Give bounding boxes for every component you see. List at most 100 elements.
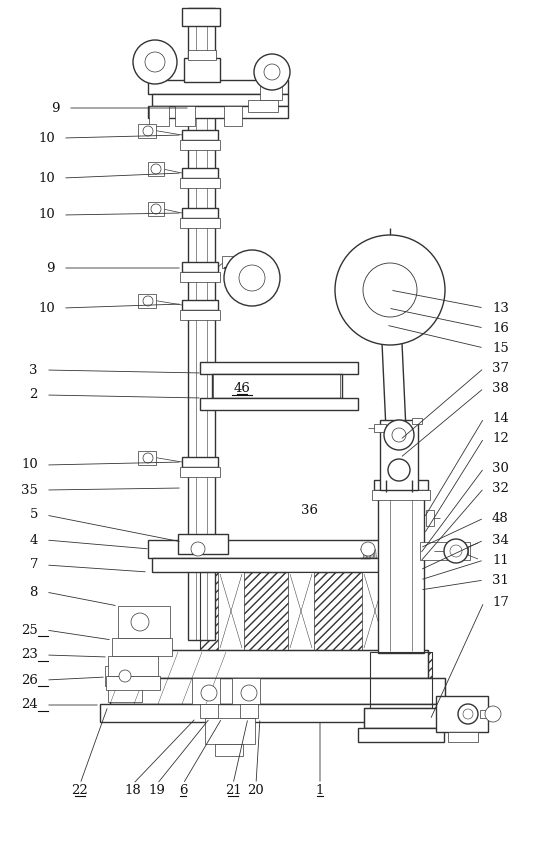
Text: 9: 9 [47, 262, 55, 275]
Circle shape [201, 685, 217, 701]
Circle shape [388, 459, 410, 481]
Text: 38: 38 [492, 382, 509, 395]
Circle shape [458, 704, 478, 724]
Circle shape [239, 265, 265, 291]
Circle shape [131, 613, 149, 631]
Text: 26: 26 [21, 674, 38, 687]
Circle shape [264, 64, 280, 80]
Bar [240, 704, 258, 718]
Bar [112, 638, 172, 656]
Circle shape [392, 428, 406, 442]
Bar [212, 374, 342, 398]
Text: 10: 10 [38, 301, 55, 314]
Bar [480, 710, 498, 718]
Circle shape [335, 235, 445, 345]
Bar [420, 542, 470, 560]
Text: 31: 31 [492, 573, 509, 586]
Bar [148, 162, 164, 176]
Bar [180, 140, 220, 150]
Text: 20: 20 [248, 784, 265, 797]
Bar [108, 656, 158, 676]
Bar [200, 704, 218, 718]
Text: 10: 10 [38, 171, 55, 184]
Bar [448, 732, 478, 742]
Bar [182, 457, 218, 467]
Text: 25: 25 [21, 624, 38, 637]
Bar [362, 572, 388, 650]
Text: 32: 32 [492, 481, 509, 494]
Text: 24: 24 [21, 699, 38, 712]
Text: 13: 13 [492, 301, 509, 314]
Text: 35: 35 [21, 483, 38, 496]
Bar [110, 678, 445, 704]
Bar [105, 666, 145, 686]
Bar [364, 708, 438, 728]
Bar [205, 718, 255, 744]
Bar [378, 485, 424, 653]
Bar [138, 294, 156, 308]
Bar [192, 678, 220, 704]
Bar [180, 272, 220, 282]
Text: 9: 9 [51, 101, 60, 114]
Bar [182, 300, 218, 310]
Text: 23: 23 [21, 649, 38, 662]
Bar [180, 310, 220, 320]
Bar [372, 490, 430, 500]
Bar [128, 650, 428, 678]
Text: 46: 46 [234, 382, 250, 395]
Text: 36: 36 [301, 503, 319, 516]
Text: 7: 7 [30, 559, 38, 572]
Bar [180, 218, 220, 228]
Bar [148, 80, 288, 94]
Bar [436, 696, 488, 732]
Bar [148, 540, 408, 558]
Bar [100, 704, 455, 722]
Bar [370, 652, 432, 708]
Text: 19: 19 [149, 784, 166, 797]
Bar [138, 124, 156, 138]
Bar [222, 256, 244, 268]
Text: 18: 18 [124, 784, 141, 797]
Bar [184, 58, 220, 82]
Bar [178, 534, 228, 554]
Bar [182, 130, 218, 140]
Bar [149, 106, 169, 126]
Bar [288, 572, 314, 650]
Text: 11: 11 [492, 553, 509, 566]
Bar [248, 100, 278, 112]
Bar [180, 467, 220, 477]
Bar [128, 650, 428, 678]
Circle shape [151, 204, 161, 214]
Bar [182, 208, 218, 218]
Bar [358, 728, 444, 742]
Circle shape [444, 539, 468, 563]
Bar [110, 678, 445, 704]
Bar [148, 106, 288, 118]
Text: 4: 4 [30, 533, 38, 546]
Text: 37: 37 [492, 361, 509, 374]
Text: 5: 5 [30, 508, 38, 521]
Circle shape [224, 250, 280, 306]
Bar [188, 50, 216, 60]
Bar [138, 451, 156, 465]
Text: 15: 15 [492, 341, 509, 354]
Circle shape [485, 706, 501, 722]
Bar [152, 94, 288, 106]
Bar [180, 178, 220, 188]
Circle shape [450, 545, 462, 557]
Bar [426, 510, 434, 526]
Bar [188, 8, 215, 640]
Circle shape [133, 40, 177, 84]
Bar [200, 572, 406, 652]
Circle shape [361, 542, 375, 556]
Text: 48: 48 [492, 512, 509, 525]
Bar [412, 418, 422, 424]
Bar [215, 744, 243, 756]
Circle shape [145, 52, 165, 72]
Text: 10: 10 [38, 209, 55, 222]
Bar [218, 572, 244, 650]
Circle shape [151, 164, 161, 174]
Bar [380, 420, 418, 490]
Bar [200, 398, 358, 410]
Circle shape [143, 126, 153, 136]
